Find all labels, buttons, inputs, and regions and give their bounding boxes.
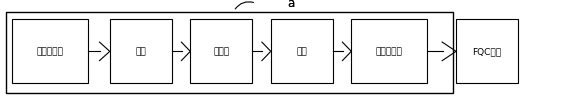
Text: a: a bbox=[287, 0, 294, 10]
Bar bbox=[456, 19, 518, 83]
Bar bbox=[271, 19, 333, 83]
Bar bbox=[6, 12, 453, 93]
FancyArrowPatch shape bbox=[235, 2, 253, 9]
Text: a: a bbox=[287, 0, 294, 10]
Text: FQC检验: FQC检验 bbox=[472, 47, 502, 56]
Text: 烤板: 烤板 bbox=[296, 47, 307, 56]
Text: 印焊膜: 印焊膜 bbox=[213, 47, 229, 56]
Bar bbox=[351, 19, 427, 83]
Text: 第二次铣槽: 第二次铣槽 bbox=[376, 47, 403, 56]
Text: 第一次铣槽: 第一次铣槽 bbox=[37, 47, 64, 56]
Bar bbox=[190, 19, 252, 83]
Text: 洗板: 洗板 bbox=[135, 47, 146, 56]
Bar bbox=[110, 19, 172, 83]
Bar bbox=[12, 19, 88, 83]
